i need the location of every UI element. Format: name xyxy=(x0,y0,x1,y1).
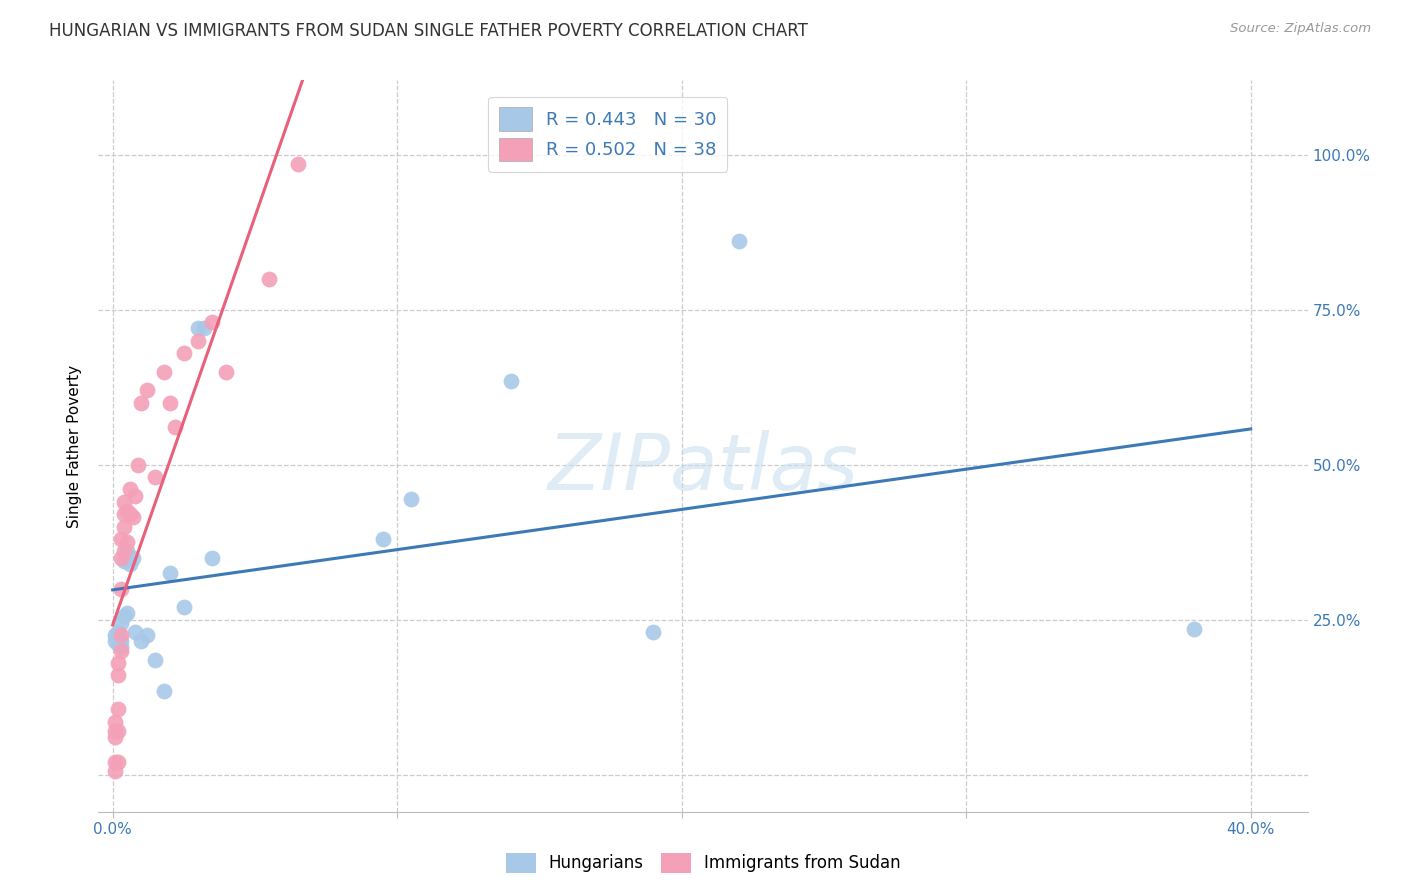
Point xyxy=(110,532,132,546)
Point xyxy=(153,365,176,379)
Point xyxy=(159,395,181,409)
Point xyxy=(107,624,129,639)
Point xyxy=(104,764,127,779)
Point xyxy=(129,634,152,648)
Point xyxy=(110,634,132,648)
Point xyxy=(643,624,665,639)
Text: HUNGARIAN VS IMMIGRANTS FROM SUDAN SINGLE FATHER POVERTY CORRELATION CHART: HUNGARIAN VS IMMIGRANTS FROM SUDAN SINGL… xyxy=(49,22,808,40)
Point xyxy=(121,510,143,524)
Point xyxy=(107,724,129,739)
Point xyxy=(110,582,132,596)
Point xyxy=(129,395,152,409)
Point xyxy=(118,557,141,571)
Point xyxy=(401,491,423,506)
Point xyxy=(107,656,129,670)
Point xyxy=(104,714,127,729)
Point xyxy=(727,235,749,249)
Point xyxy=(371,532,394,546)
Point xyxy=(124,489,146,503)
Point xyxy=(143,653,166,667)
Point xyxy=(118,507,141,521)
Point xyxy=(1182,622,1205,636)
Point xyxy=(110,550,132,565)
Point xyxy=(121,550,143,565)
Y-axis label: Single Father Poverty: Single Father Poverty xyxy=(67,365,83,527)
Point xyxy=(127,458,149,472)
Point xyxy=(173,346,195,360)
Point xyxy=(110,615,132,630)
Point xyxy=(104,724,127,739)
Point xyxy=(118,483,141,497)
Point xyxy=(112,554,135,568)
Point xyxy=(143,470,166,484)
Point xyxy=(112,519,135,533)
Text: ZIPatlas: ZIPatlas xyxy=(547,430,859,506)
Point xyxy=(104,628,127,642)
Point xyxy=(201,550,224,565)
Point xyxy=(115,504,138,518)
Point xyxy=(107,755,129,769)
Point xyxy=(110,640,132,655)
Point xyxy=(115,535,138,549)
Point xyxy=(110,643,132,657)
Point xyxy=(135,383,157,397)
Point xyxy=(187,321,209,335)
Point xyxy=(112,544,135,558)
Point xyxy=(287,157,309,171)
Point xyxy=(104,634,127,648)
Point xyxy=(201,315,224,329)
Point xyxy=(115,544,138,558)
Point xyxy=(165,420,187,434)
Point xyxy=(215,365,238,379)
Point xyxy=(153,683,176,698)
Point xyxy=(104,755,127,769)
Text: Source: ZipAtlas.com: Source: ZipAtlas.com xyxy=(1230,22,1371,36)
Point xyxy=(107,637,129,651)
Legend: R = 0.443   N = 30, R = 0.502   N = 38: R = 0.443 N = 30, R = 0.502 N = 38 xyxy=(488,96,727,172)
Point xyxy=(107,631,129,645)
Point xyxy=(107,702,129,716)
Point xyxy=(104,731,127,745)
Point xyxy=(112,495,135,509)
Legend: Hungarians, Immigrants from Sudan: Hungarians, Immigrants from Sudan xyxy=(499,847,907,880)
Point xyxy=(193,321,215,335)
Point xyxy=(115,607,138,621)
Point xyxy=(112,609,135,624)
Point xyxy=(107,668,129,682)
Point xyxy=(159,566,181,580)
Point xyxy=(187,334,209,348)
Point xyxy=(124,624,146,639)
Point xyxy=(112,507,135,521)
Point xyxy=(173,600,195,615)
Point xyxy=(135,628,157,642)
Point xyxy=(110,628,132,642)
Point xyxy=(499,374,522,388)
Point xyxy=(257,271,280,285)
